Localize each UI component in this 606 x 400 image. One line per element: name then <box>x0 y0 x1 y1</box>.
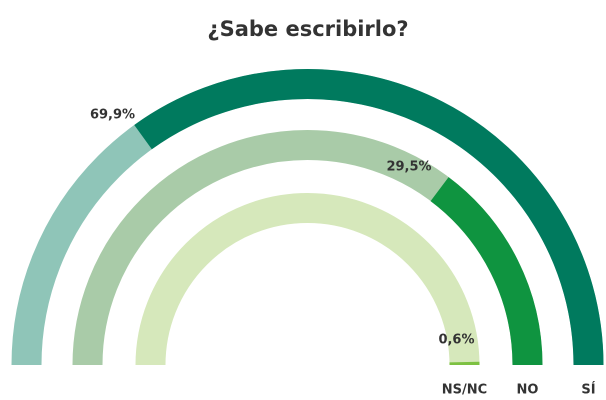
ring-track <box>11 69 604 366</box>
value-label: 0,6% <box>438 333 474 348</box>
chart-title: ¿Sabe escribirlo? <box>207 17 408 41</box>
category-label: NO <box>517 383 539 398</box>
value-label: 69,9% <box>90 108 135 123</box>
value-label: 29,5% <box>386 160 431 175</box>
ring-track <box>135 193 480 366</box>
ring-bar <box>134 69 604 366</box>
category-label: NS/NC <box>442 383 487 398</box>
category-label: SÍ <box>581 382 595 398</box>
ring-bar <box>430 177 543 366</box>
